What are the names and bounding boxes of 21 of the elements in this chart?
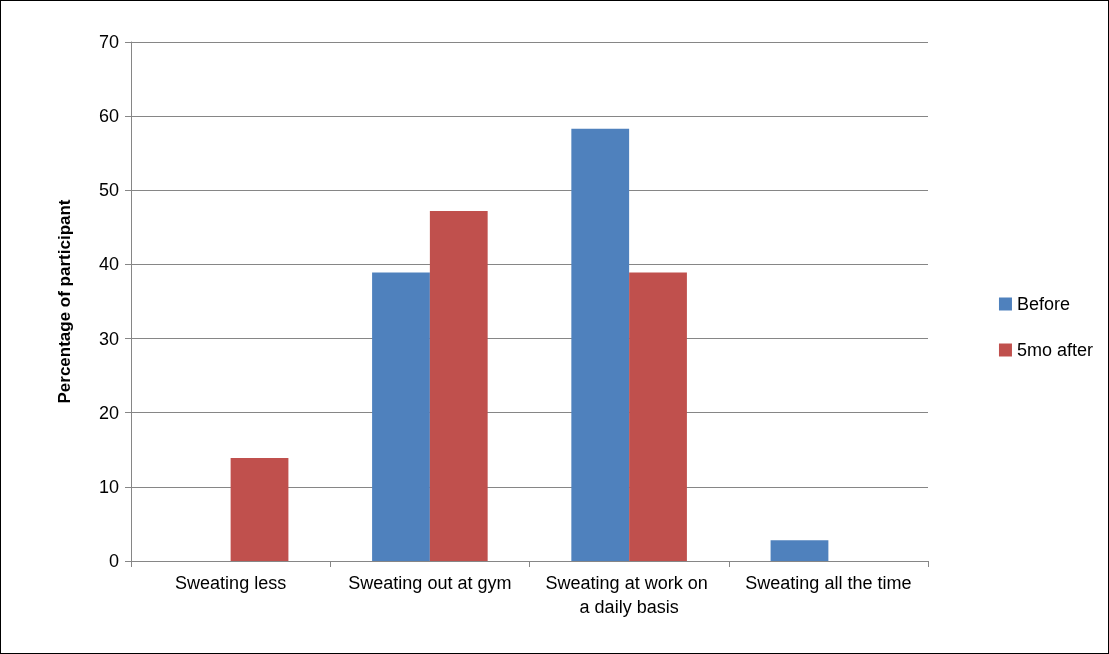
y-tick-label: 10 (98, 476, 119, 497)
y-tick-label: 60 (98, 106, 119, 127)
x-tick-label: Sweating all the time (745, 573, 912, 593)
y-tick-label: 0 (108, 551, 119, 571)
bar (372, 272, 430, 561)
legend-label: Before (1016, 294, 1071, 314)
x-tick-label: Sweating at work on a daily basis (545, 573, 713, 617)
y-tick-label: 40 (98, 254, 119, 275)
bar (429, 211, 488, 561)
legend-label: 5mo after (1016, 340, 1094, 360)
x-tick-label: Sweating less (175, 573, 287, 593)
y-axis-title: Percentage of participant (55, 199, 74, 404)
y-tick-label: 20 (98, 402, 119, 423)
bar (770, 540, 829, 561)
bar (629, 272, 687, 561)
y-tick-label: 50 (98, 180, 119, 201)
x-tick-label: Sweating out at gym (348, 573, 512, 593)
bar (230, 457, 289, 561)
y-tick-label: 70 (98, 32, 119, 52)
y-tick-label: 30 (98, 328, 119, 349)
bar (571, 128, 630, 561)
